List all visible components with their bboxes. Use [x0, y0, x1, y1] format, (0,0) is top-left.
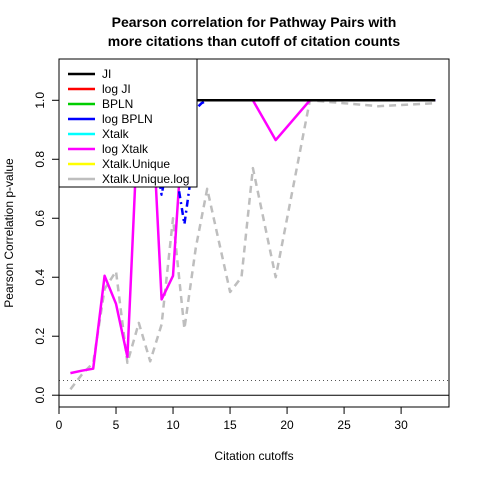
x-tick-label: 20 — [280, 418, 294, 432]
x-tick-label: 10 — [166, 418, 180, 432]
y-tick-label: 0.2 — [33, 328, 47, 345]
x-tick-label: 15 — [223, 418, 237, 432]
y-tick-label: 1.0 — [33, 92, 47, 109]
x-tick-label: 25 — [337, 418, 351, 432]
legend-box — [58, 58, 198, 188]
reference-lines — [59, 379, 449, 396]
legend-entry-xtalk-unique-log: Xtalk.Unique.log — [102, 172, 189, 186]
legend-entry-log-xtalk: log Xtalk — [102, 142, 149, 156]
chart-title-line-2: more citations than cutoff of citation c… — [108, 33, 401, 49]
x-tick-label: 5 — [113, 418, 120, 432]
series-line-xtalk-unique-log — [69, 99, 436, 391]
legend-entry-xtalk: Xtalk — [102, 127, 130, 141]
x-tick-label: 0 — [56, 418, 63, 432]
y-axis-label: Pearson Correlation p-value — [2, 158, 16, 308]
x-axis: 0 5 10 15 20 25 30 — [56, 406, 408, 432]
legend-entry-bpln: BPLN — [102, 97, 133, 111]
x-tick-label: 30 — [394, 418, 408, 432]
legend-entry-ji: JI — [102, 67, 111, 81]
y-axis: 0.0 0.2 0.4 0.6 0.8 1.0 — [33, 92, 60, 404]
legend-entry-log-ji: log JI — [102, 82, 131, 96]
legend-entry-log-bpln: log BPLN — [102, 112, 153, 126]
y-tick-label: 0.0 — [33, 387, 47, 404]
x-axis-label: Citation cutoffs — [214, 449, 293, 463]
y-tick-label: 0.6 — [33, 210, 47, 227]
chart-title-line-1: Pearson correlation for Pathway Pairs wi… — [112, 14, 397, 30]
y-tick-label: 0.8 — [33, 151, 47, 168]
y-tick-label: 0.4 — [33, 269, 47, 286]
legend-entry-xtalk-unique: Xtalk.Unique — [102, 157, 170, 171]
